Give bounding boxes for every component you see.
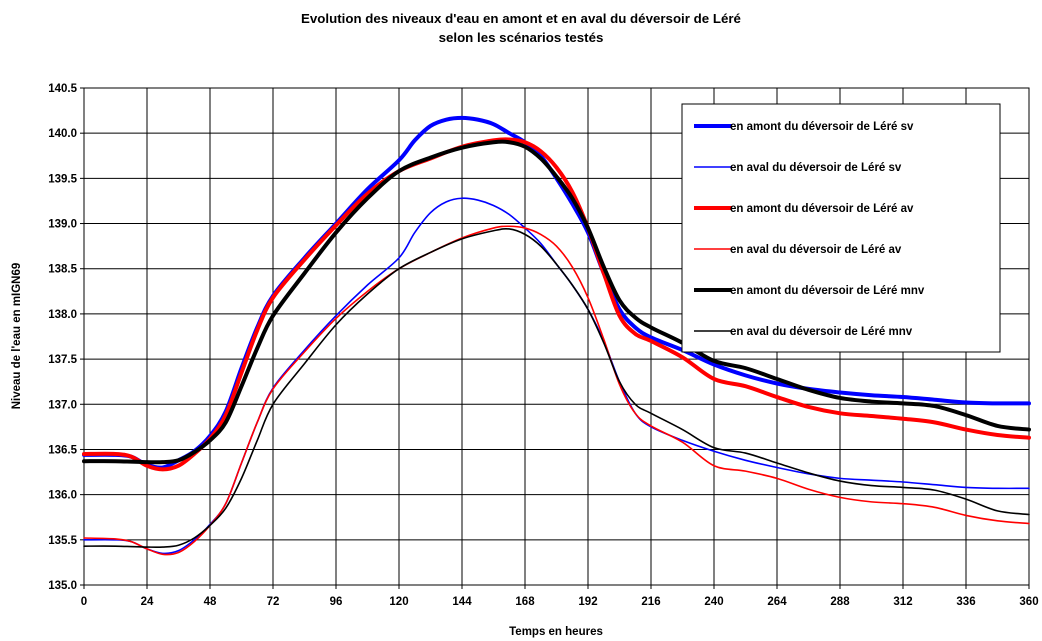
y-tick-label: 136.0 bbox=[48, 490, 77, 502]
y-axis: 135.0 135.5 136.0 136.5 137.0 137.5 138.0 138.5… bbox=[48, 83, 84, 592]
x-tick-label: 216 bbox=[641, 596, 660, 608]
x-tick-label: 168 bbox=[515, 596, 535, 608]
x-tick-label: 336 bbox=[956, 596, 975, 608]
legend-label: en amont du déversoir de Léré sv bbox=[730, 121, 914, 133]
x-tick-label: 96 bbox=[330, 596, 343, 608]
x-tick-label: 48 bbox=[204, 596, 217, 608]
legend: en amont du déversoir de Léré sv en aval … bbox=[681, 103, 1001, 353]
y-tick-label: 136.5 bbox=[48, 444, 77, 456]
y-tick-label: 138.5 bbox=[48, 264, 77, 276]
x-tick-label: 0 bbox=[81, 596, 87, 608]
y-tick-label: 137.5 bbox=[48, 354, 77, 366]
y-tick-label: 138.0 bbox=[48, 309, 77, 321]
x-tick-label: 24 bbox=[141, 596, 154, 608]
plot-border bbox=[83, 87, 1030, 586]
legend-label: en amont du déversoir de Léré mnv bbox=[730, 285, 925, 297]
y-tick-label: 140.5 bbox=[48, 83, 77, 95]
x-tick-label: 264 bbox=[767, 596, 787, 608]
y-tick-label: 139.5 bbox=[48, 173, 77, 185]
series-line-4 bbox=[83, 225, 1030, 556]
legend-label: en amont du déversoir de Léré av bbox=[730, 203, 914, 215]
chart-title: Evolution des niveaux d'eau en amont et … bbox=[0, 9, 1042, 47]
legend-label: en aval du déversoir de Léré av bbox=[730, 244, 902, 256]
x-tick-label: 288 bbox=[830, 596, 850, 608]
y-tick-label: 135.5 bbox=[48, 535, 77, 547]
legend-box bbox=[681, 103, 1001, 353]
y-tick-label: 135.0 bbox=[48, 580, 77, 592]
series-line-5 bbox=[82, 139, 1031, 465]
x-tick-label: 360 bbox=[1019, 596, 1038, 608]
x-axis-label: Temps en heures bbox=[509, 626, 603, 638]
x-tick-label: 144 bbox=[452, 596, 472, 608]
series-line-6 bbox=[83, 227, 1030, 549]
chart-title-line1: Evolution des niveaux d'eau en amont et … bbox=[301, 11, 741, 26]
x-tick-label: 312 bbox=[893, 596, 912, 608]
x-tick-label: 72 bbox=[267, 596, 280, 608]
x-axis: 0 24 48 72 96 120 144 168 192 216 240 264 288 312 336 3… bbox=[81, 585, 1039, 608]
legend-label: en aval du déversoir de Léré mnv bbox=[730, 326, 913, 338]
series-group bbox=[82, 115, 1031, 556]
y-tick-label: 137.0 bbox=[48, 399, 77, 411]
y-tick-label: 139.0 bbox=[48, 219, 77, 231]
y-axis-label: Niveau de l'eau en mIGN69 bbox=[11, 263, 23, 410]
y-tick-label: 140.0 bbox=[48, 128, 77, 140]
x-tick-label: 192 bbox=[578, 596, 597, 608]
x-tick-label: 240 bbox=[704, 596, 723, 608]
x-tick-label: 120 bbox=[389, 596, 408, 608]
chart-title-line2: selon les scénarios testés bbox=[438, 30, 604, 45]
legend-label: en aval du déversoir de Léré sv bbox=[730, 162, 902, 174]
